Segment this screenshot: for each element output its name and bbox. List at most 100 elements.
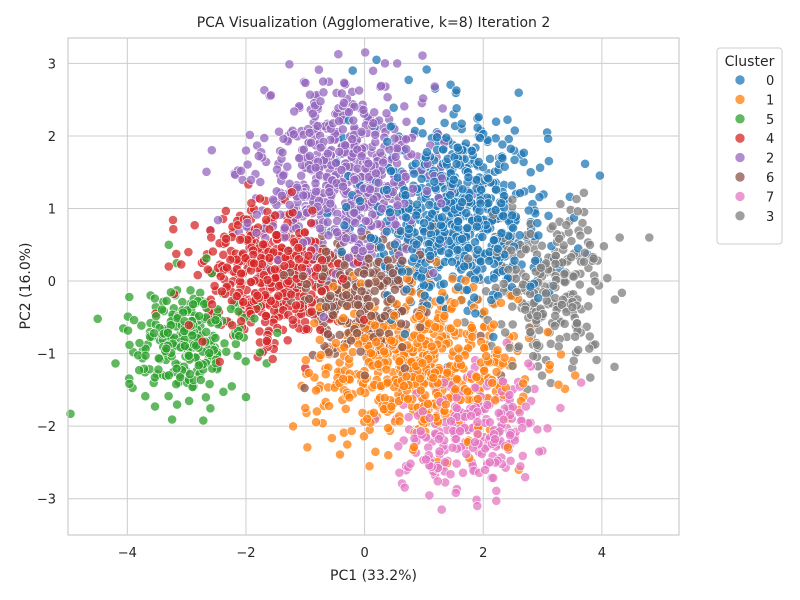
- scatter-point-cluster-0: [488, 235, 499, 246]
- scatter-point-cluster-4: [301, 324, 312, 334]
- scatter-point-cluster-2: [274, 126, 284, 137]
- scatter-point-cluster-2: [354, 85, 364, 96]
- scatter-point-cluster-2: [370, 129, 381, 140]
- scatter-point-cluster-2: [429, 81, 440, 92]
- scatter-point-cluster-4: [260, 310, 271, 321]
- scatter-point-cluster-1: [403, 393, 413, 404]
- scatter-point-cluster-5: [195, 375, 206, 385]
- scatter-point-cluster-3: [572, 206, 583, 217]
- x-tick-label: −4: [118, 546, 137, 561]
- scatter-point-cluster-3: [588, 253, 599, 264]
- scatter-point-cluster-7: [405, 458, 416, 469]
- scatter-point-cluster-3: [599, 241, 609, 252]
- scatter-point-cluster-3: [554, 233, 565, 244]
- scatter-point-cluster-0: [388, 102, 399, 113]
- scatter-point-cluster-3: [525, 327, 536, 337]
- scatter-point-cluster-1: [382, 377, 393, 388]
- scatter-point-cluster-7: [466, 410, 476, 421]
- scatter-point-cluster-6: [301, 279, 312, 290]
- scatter-point-cluster-1: [379, 346, 389, 357]
- scatter-point-cluster-4: [216, 286, 227, 297]
- scatter-point-cluster-7: [505, 430, 515, 441]
- scatter-point-cluster-1: [324, 401, 334, 411]
- scatter-point-cluster-2: [336, 88, 347, 99]
- scatter-points: [65, 47, 655, 515]
- scatter-point-cluster-0: [416, 272, 427, 283]
- scatter-point-cluster-6: [352, 328, 362, 339]
- scatter-point-cluster-0: [543, 133, 553, 144]
- scatter-point-cluster-4: [303, 250, 314, 261]
- scatter-point-cluster-4: [192, 270, 203, 280]
- legend-marker-cluster-5: [734, 113, 746, 125]
- scatter-point-cluster-6: [397, 342, 408, 353]
- scatter-point-cluster-2: [343, 107, 354, 118]
- scatter-point-cluster-2: [304, 127, 315, 138]
- scatter-point-cluster-4: [176, 259, 187, 270]
- scatter-point-cluster-0: [485, 153, 495, 164]
- scatter-point-cluster-7: [534, 446, 545, 457]
- chart-title: PCA Visualization (Agglomerative, k=8) I…: [197, 15, 551, 31]
- scatter-point-cluster-0: [507, 210, 518, 221]
- scatter-point-cluster-7: [451, 392, 462, 403]
- scatter-point-cluster-1: [342, 439, 353, 450]
- scatter-point-cluster-2: [381, 108, 392, 119]
- scatter-point-cluster-2: [268, 194, 279, 205]
- scatter-point-cluster-5: [200, 392, 211, 403]
- scatter-point-cluster-1: [487, 377, 498, 388]
- scatter-point-cluster-5: [198, 415, 209, 426]
- scatter-point-cluster-3: [575, 230, 586, 241]
- scatter-point-cluster-0: [462, 222, 473, 233]
- scatter-point-cluster-7: [472, 417, 483, 427]
- scatter-point-cluster-4: [261, 336, 272, 346]
- scatter-point-cluster-7: [484, 457, 495, 468]
- scatter-point-cluster-2: [272, 164, 282, 175]
- scatter-point-cluster-6: [355, 346, 366, 357]
- scatter-point-cluster-3: [500, 327, 511, 338]
- scatter-point-cluster-2: [251, 209, 262, 220]
- scatter-point-cluster-0: [419, 218, 429, 228]
- scatter-point-cluster-0: [476, 184, 486, 195]
- x-tick-label: 4: [598, 546, 606, 561]
- scatter-point-cluster-2: [324, 187, 335, 197]
- scatter-point-cluster-2: [376, 203, 387, 214]
- scatter-point-cluster-4: [252, 290, 263, 301]
- scatter-point-cluster-1: [386, 401, 397, 412]
- legend: Cluster 0 1 5 4 2 6 7 3: [716, 47, 783, 245]
- scatter-point-cluster-4: [189, 220, 200, 231]
- scatter-point-cluster-0: [484, 255, 494, 266]
- scatter-point-cluster-2: [365, 184, 375, 195]
- scatter-point-cluster-5: [193, 360, 204, 371]
- scatter-point-cluster-3: [590, 276, 600, 287]
- scatter-point-cluster-6: [325, 290, 336, 301]
- scatter-point-cluster-1: [492, 345, 503, 356]
- scatter-point-cluster-1: [417, 358, 428, 369]
- scatter-point-cluster-0: [384, 207, 395, 218]
- scatter-point-cluster-0: [435, 294, 446, 305]
- scatter-point-cluster-7: [415, 426, 426, 437]
- scatter-point-cluster-0: [419, 290, 430, 301]
- scatter-point-cluster-0: [400, 190, 411, 201]
- scatter-point-cluster-3: [644, 232, 655, 243]
- scatter-point-cluster-3: [571, 194, 582, 204]
- scatter-point-cluster-6: [363, 253, 374, 264]
- scatter-point-cluster-2: [330, 158, 341, 168]
- scatter-point-cluster-2: [349, 207, 360, 218]
- scatter-point-cluster-7: [470, 382, 481, 393]
- scatter-point-cluster-4: [218, 249, 229, 260]
- scatter-point-cluster-2: [305, 89, 315, 100]
- scatter-point-cluster-5: [124, 378, 135, 389]
- scatter-point-cluster-7: [532, 424, 543, 435]
- scatter-point-cluster-3: [550, 310, 561, 321]
- y-tick-label: 0: [48, 275, 56, 290]
- scatter-point-cluster-0: [410, 158, 421, 169]
- scatter-point-cluster-1: [311, 385, 321, 396]
- scatter-point-cluster-1: [386, 335, 397, 346]
- scatter-point-cluster-2: [333, 49, 344, 60]
- scatter-point-cluster-5: [134, 365, 145, 376]
- scatter-point-cluster-0: [463, 242, 474, 253]
- scatter-point-cluster-2: [253, 151, 264, 161]
- scatter-point-cluster-4: [220, 205, 231, 216]
- scatter-point-cluster-2: [338, 97, 349, 108]
- scatter-point-cluster-2: [373, 177, 384, 188]
- scatter-point-cluster-0: [515, 188, 525, 198]
